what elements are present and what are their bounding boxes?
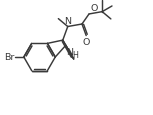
Text: H: H <box>72 50 78 59</box>
Text: N: N <box>67 47 74 56</box>
Text: O: O <box>82 37 90 46</box>
Text: Br: Br <box>4 53 15 62</box>
Text: N: N <box>64 16 71 25</box>
Text: O: O <box>91 4 98 13</box>
